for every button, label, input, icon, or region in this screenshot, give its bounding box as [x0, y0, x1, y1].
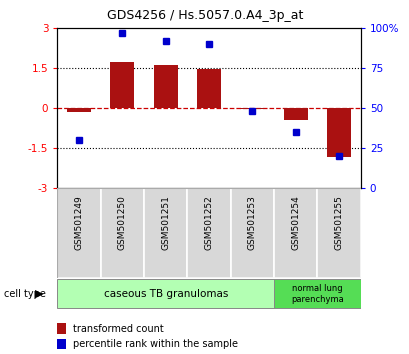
Bar [326, 108, 350, 157]
Text: transformed count: transformed count [72, 324, 163, 333]
Bar [57, 188, 101, 278]
Text: GDS4256 / Hs.5057.0.A4_3p_at: GDS4256 / Hs.5057.0.A4_3p_at [107, 10, 302, 22]
Bar [144, 188, 187, 278]
Bar [317, 188, 360, 278]
Bar [283, 108, 307, 120]
Bar [274, 279, 360, 308]
Text: GSM501253: GSM501253 [247, 195, 256, 250]
Bar [187, 188, 230, 278]
Text: ▶: ▶ [35, 289, 43, 299]
Text: normal lung
parenchyma: normal lung parenchyma [290, 284, 343, 303]
Text: percentile rank within the sample: percentile rank within the sample [72, 339, 237, 349]
Text: GSM501255: GSM501255 [334, 195, 343, 250]
Bar [101, 188, 144, 278]
Bar [240, 108, 264, 109]
Text: GSM501250: GSM501250 [118, 195, 127, 250]
Text: GSM501254: GSM501254 [290, 195, 299, 250]
Bar [57, 279, 274, 308]
Bar [230, 188, 274, 278]
Bar [197, 69, 220, 108]
Text: cell type: cell type [4, 289, 46, 299]
Bar [274, 188, 317, 278]
Text: GSM501252: GSM501252 [204, 195, 213, 250]
Text: GSM501251: GSM501251 [161, 195, 170, 250]
Bar [67, 108, 91, 112]
Bar [110, 62, 134, 108]
Text: caseous TB granulomas: caseous TB granulomas [103, 289, 227, 299]
Text: GSM501249: GSM501249 [74, 195, 83, 250]
Bar [153, 65, 177, 108]
